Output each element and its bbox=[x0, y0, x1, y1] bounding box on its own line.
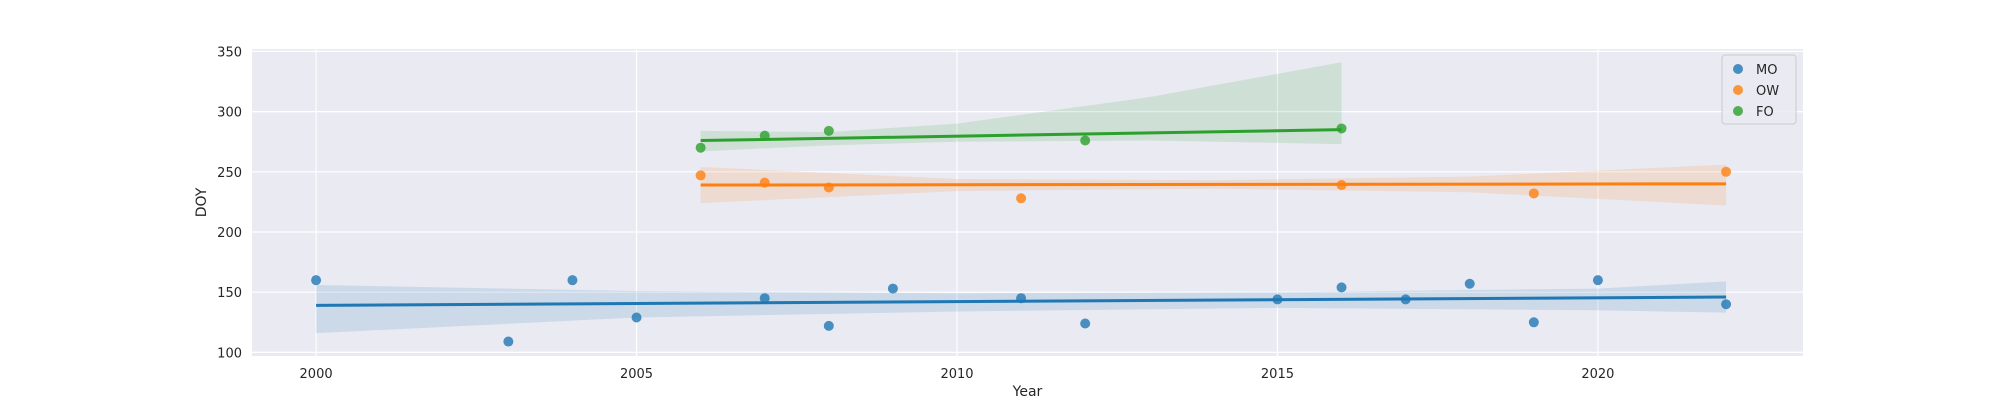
point-ow bbox=[1016, 193, 1027, 204]
point-mo bbox=[887, 283, 898, 294]
point-ow bbox=[759, 177, 770, 188]
point-ow bbox=[823, 182, 834, 193]
legend-marker-fo bbox=[1733, 106, 1743, 116]
point-fo bbox=[1336, 123, 1347, 134]
legend-label-ow: OW bbox=[1756, 84, 1779, 99]
y-axis-label: DOY bbox=[194, 187, 210, 217]
point-mo bbox=[503, 336, 514, 347]
y-tick-label: 250 bbox=[217, 166, 242, 181]
point-ow bbox=[1528, 188, 1539, 199]
y-tick-label: 300 bbox=[217, 106, 242, 121]
legend-label-fo: FO bbox=[1756, 105, 1774, 120]
point-mo bbox=[1592, 275, 1603, 286]
y-tick-label: 150 bbox=[217, 286, 242, 301]
point-ow bbox=[695, 170, 706, 181]
legend: MO OW FO bbox=[1721, 54, 1797, 125]
point-mo bbox=[1464, 278, 1475, 289]
x-tick-label: 2010 bbox=[940, 367, 973, 382]
point-mo bbox=[1528, 317, 1539, 328]
legend-marker-ow bbox=[1733, 85, 1743, 95]
x-tick-label: 2020 bbox=[1581, 367, 1614, 382]
y-tick-label: 200 bbox=[217, 226, 242, 241]
tick-labels: 2000 2005 2010 2015 2020 100 150 200 250 300 350 bbox=[217, 45, 1614, 382]
x-axis-label: Year bbox=[1012, 384, 1043, 400]
point-mo bbox=[1721, 299, 1732, 310]
x-tick-label: 2000 bbox=[300, 367, 333, 382]
data-points bbox=[311, 123, 1732, 347]
point-mo bbox=[1272, 294, 1283, 305]
point-mo bbox=[759, 293, 770, 304]
point-fo bbox=[695, 142, 706, 153]
point-mo bbox=[1400, 294, 1411, 305]
point-mo bbox=[823, 320, 834, 331]
point-ow bbox=[1721, 166, 1732, 177]
point-mo bbox=[1016, 293, 1027, 304]
fit-line-ow bbox=[700, 182, 1727, 187]
point-fo bbox=[823, 125, 834, 136]
point-mo bbox=[311, 275, 322, 286]
fit-line-fo bbox=[700, 128, 1342, 142]
x-tick-label: 2015 bbox=[1261, 367, 1294, 382]
legend-marker-mo bbox=[1733, 64, 1743, 74]
point-mo bbox=[1080, 318, 1091, 329]
point-mo bbox=[567, 275, 578, 286]
point-ow bbox=[1336, 180, 1347, 191]
x-tick-label: 2005 bbox=[620, 367, 653, 382]
ci-band-fo bbox=[700, 62, 1342, 152]
ci-band-mo bbox=[316, 281, 1727, 334]
y-tick-label: 350 bbox=[217, 45, 242, 60]
legend-label-mo: MO bbox=[1756, 63, 1777, 78]
point-mo bbox=[1336, 282, 1347, 293]
point-fo bbox=[759, 130, 770, 141]
point-fo bbox=[1080, 135, 1091, 146]
point-mo bbox=[631, 312, 642, 323]
grid bbox=[252, 49, 1803, 356]
y-tick-label: 100 bbox=[217, 346, 242, 361]
